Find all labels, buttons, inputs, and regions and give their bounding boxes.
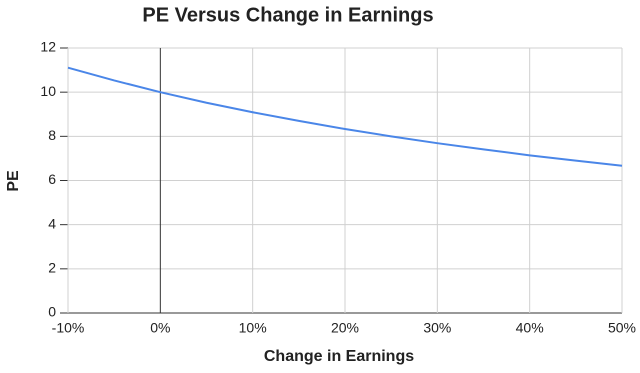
y-tick-label: 0 bbox=[48, 304, 56, 320]
y-tick-label: 12 bbox=[40, 39, 56, 55]
y-axis-title: PE bbox=[5, 170, 22, 192]
x-tick-label: 0% bbox=[150, 320, 170, 336]
chart-title: PE Versus Change in Earnings bbox=[142, 4, 433, 26]
y-tick-label: 4 bbox=[48, 215, 56, 231]
y-tick-label: 6 bbox=[48, 171, 56, 187]
y-tick-label: 8 bbox=[48, 127, 56, 143]
x-axis-title: Change in Earnings bbox=[264, 348, 414, 365]
x-tick-label: 30% bbox=[423, 320, 451, 336]
x-tick-label: 50% bbox=[608, 320, 636, 336]
x-tick-label: 40% bbox=[516, 320, 544, 336]
data-line bbox=[67, 66, 623, 167]
x-tick-label: 20% bbox=[331, 320, 359, 336]
x-tick-label: 10% bbox=[239, 320, 267, 336]
y-tick-label: 2 bbox=[48, 260, 56, 276]
x-tick-label: -10% bbox=[52, 320, 85, 336]
y-tick-label: 10 bbox=[40, 83, 56, 99]
